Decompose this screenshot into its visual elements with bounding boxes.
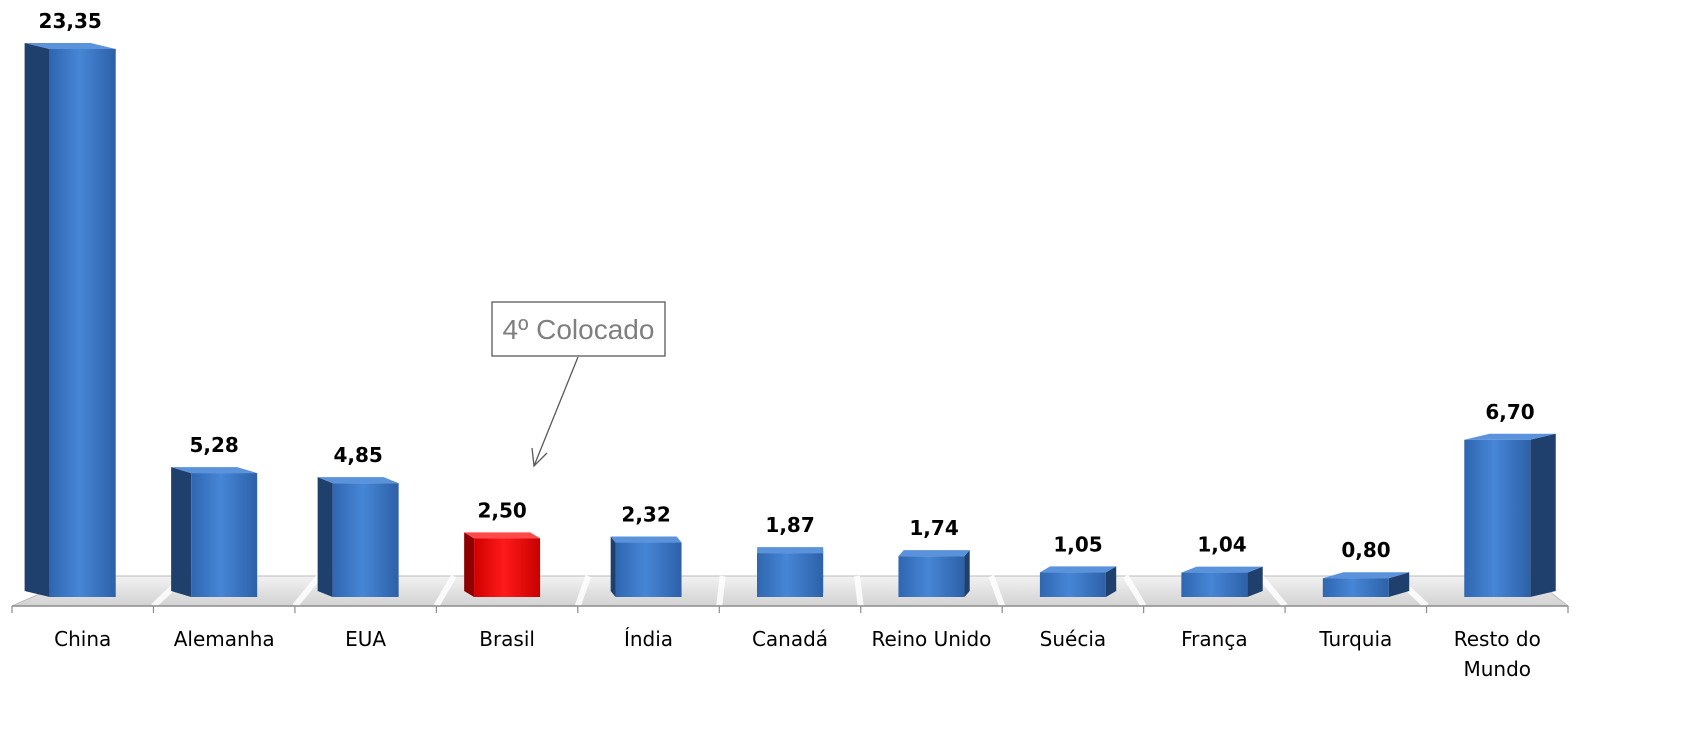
bar-side-india [610, 536, 616, 597]
category-label-turquia: Turquia [1318, 627, 1392, 651]
bar-side-franca [1247, 566, 1263, 597]
category-labels: China Alemanha EUA Brasil Índia Canadá Reino U… [54, 627, 1541, 681]
category-label-line: Resto do [1454, 627, 1541, 651]
bar-top-eua [317, 477, 399, 484]
bar-side-eua [317, 477, 333, 597]
bar-front-reino-unido [898, 556, 965, 597]
bar-resto-do-mundo [1464, 433, 1556, 597]
bar-side-brasil [464, 532, 475, 597]
category-label-line: Suécia [1040, 627, 1106, 651]
bar-front-turquia [1322, 578, 1389, 597]
value-label-turquia: 0,80 [1341, 538, 1390, 562]
bar-side-suecia [1105, 566, 1117, 597]
bar-front-china [49, 49, 116, 597]
floor-stripe [1257, 574, 1288, 608]
floor-stripe [433, 574, 457, 608]
bar-front-alemanha [191, 473, 258, 597]
floor-stripe [292, 574, 322, 608]
category-label-suecia: Suécia [1040, 627, 1106, 651]
floor-stripe [988, 574, 1006, 608]
bar-suecia [1039, 566, 1117, 597]
bar-side-resto-do-mundo [1530, 433, 1556, 597]
value-label-brasil: 2,50 [477, 498, 526, 522]
callout-box [491, 301, 666, 357]
bar-top-reino-unido [898, 550, 970, 557]
category-label-line: Mundo [1463, 657, 1531, 681]
bar-reino-unido [898, 550, 970, 597]
floor-stripe [1123, 574, 1147, 608]
callout-annotation: 4º Colocado [491, 301, 666, 468]
bar-brasil [464, 532, 541, 597]
category-label-reino-unido: Reino Unido [871, 627, 991, 651]
category-label-franca: França [1181, 627, 1247, 651]
category-label-alemanha: Alemanha [174, 627, 275, 651]
value-label-reino-unido: 1,74 [909, 516, 958, 540]
category-label-resto-do-mundo: Resto do Mundo [1454, 627, 1541, 681]
value-label-alemanha: 5,28 [189, 433, 238, 457]
bar-eua [317, 477, 399, 597]
value-label-franca: 1,04 [1197, 533, 1246, 557]
bar-side-reino-unido [964, 550, 970, 597]
bar-franca [1181, 566, 1263, 597]
floor-stripe [853, 575, 864, 607]
bar-side-alemanha [171, 467, 192, 597]
category-label-line: Brasil [479, 627, 535, 651]
category-label-line: Turquia [1318, 627, 1392, 651]
floor-stripe [716, 575, 726, 607]
value-label-canada: 1,87 [765, 513, 814, 537]
bar-top-canada [757, 547, 824, 554]
bar-front-brasil [474, 538, 541, 597]
bar-front-franca [1181, 572, 1248, 597]
value-label-india: 2,32 [621, 503, 670, 527]
bar-front-suecia [1039, 572, 1106, 597]
callout-arrow-line [533, 356, 579, 467]
value-label-china: 23,35 [39, 9, 102, 33]
callout-text: 4º Colocado [503, 314, 655, 345]
value-label-resto-do-mundo: 6,70 [1485, 400, 1534, 424]
bar-top-resto-do-mundo [1464, 433, 1556, 440]
bar-turquia [1322, 572, 1410, 597]
value-label-suecia: 1,05 [1053, 532, 1102, 556]
bar-top-alemanha [171, 467, 258, 474]
category-label-line: Canadá [752, 627, 828, 651]
bar-alemanha [171, 467, 258, 597]
floor-stripe [574, 575, 592, 607]
bar-front-resto-do-mundo [1464, 439, 1531, 597]
callout-arrowhead [531, 447, 548, 468]
value-label-eua: 4,85 [333, 443, 382, 467]
category-label-eua: EUA [345, 627, 386, 651]
category-label-india: Índia [624, 627, 673, 651]
bar-china [24, 43, 116, 597]
bar-front-eua [332, 483, 399, 597]
bars-group [24, 43, 1556, 597]
category-label-line: Reino Unido [871, 627, 991, 651]
bar-side-turquia [1388, 572, 1410, 597]
bar-india [610, 536, 682, 597]
category-label-china: China [54, 627, 111, 651]
bar-side-china [24, 43, 50, 597]
category-label-line: China [54, 627, 111, 651]
bar-canada [757, 547, 824, 597]
bar-top-brasil [464, 532, 541, 539]
bar-top-franca [1181, 566, 1263, 573]
bar-top-china [24, 43, 116, 49]
category-label-canada: Canadá [752, 627, 828, 651]
bar-top-suecia [1039, 566, 1117, 573]
category-label-line: Alemanha [174, 627, 275, 651]
bar-top-india [610, 536, 682, 543]
category-label-line: EUA [345, 627, 386, 651]
category-label-brasil: Brasil [479, 627, 535, 651]
bar-front-india [615, 542, 682, 597]
category-label-line: Índia [624, 627, 673, 651]
category-label-line: França [1181, 627, 1247, 651]
bar-front-canada [757, 553, 823, 597]
bar-top-turquia [1322, 572, 1410, 579]
value-labels: 23,35 5,28 4,85 2,50 2,32 1,87 1,74 1,05 1,04 0,8… [39, 9, 1535, 562]
